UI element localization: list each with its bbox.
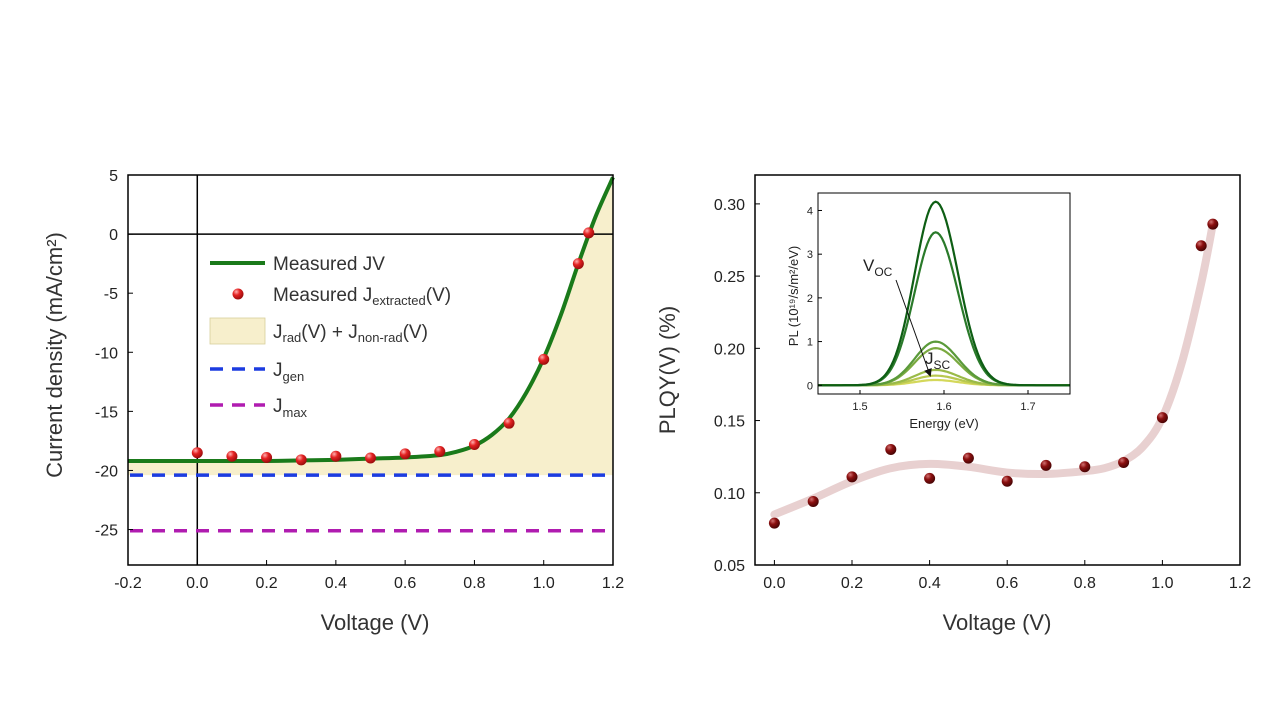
jv-y-ticks: 5 0 -5 -10 -15 -20 -25 <box>95 168 133 540</box>
jv-x-tick-label: 0.4 <box>325 575 347 592</box>
measured-jv-line <box>128 176 615 464</box>
legend-label-jextracted: Measured Jextracted(V) <box>273 285 451 308</box>
inset-x-tick-label: 1.7 <box>1020 401 1035 413</box>
inset-x-tick-label: 1.5 <box>852 401 867 413</box>
plqy-point <box>885 443 897 455</box>
pl-spectra-inset: 1.5 1.6 1.7 0 1 2 3 4 Energy (eV) PL (10¹⁹/s/m… <box>786 192 1071 431</box>
inset-x-tick-label: 1.6 <box>936 401 951 413</box>
plqy-x-axis-label: Voltage (V) <box>943 610 1052 635</box>
plqy-y-tick-label: 0.20 <box>714 341 745 358</box>
jextracted-point <box>572 258 584 270</box>
plqy-y-tick-label: 0.25 <box>714 269 745 286</box>
jv-x-tick-label: 0.8 <box>463 575 485 592</box>
jv-y-tick-label: -20 <box>95 463 118 480</box>
plqy-point <box>924 472 936 484</box>
jextracted-point <box>365 452 376 464</box>
jextracted-point <box>503 417 515 429</box>
plqy-y-tick-label: 0.05 <box>714 558 745 575</box>
jv-y-tick-label: -10 <box>95 345 118 362</box>
jextracted-point <box>538 353 550 365</box>
legend-label-jmax: Jmax <box>273 396 308 420</box>
legend-label-measured-jv: Measured JV <box>273 254 385 275</box>
inset-y-axis-label: PL (10¹⁹/s/m²/eV) <box>786 246 801 346</box>
jextracted-point <box>330 450 342 462</box>
jv-y-tick-label: -5 <box>104 286 118 303</box>
plqy-point <box>962 452 974 464</box>
plqy-y-ticks: 0.05 0.10 0.15 0.20 0.25 0.30 <box>714 197 760 575</box>
inset-y-tick-label: 3 <box>807 249 813 261</box>
jv-y-tick-label: -25 <box>95 523 118 540</box>
plqy-point <box>1118 456 1130 468</box>
jv-x-ticks: -0.2 0.0 0.2 0.4 0.6 0.8 1.0 1.2 <box>114 560 624 592</box>
plqy-x-tick-label: 1.2 <box>1229 575 1251 592</box>
jv-x-axis-label: Voltage (V) <box>321 610 430 635</box>
plqy-point <box>1195 240 1207 252</box>
jv-x-tick-label: -0.2 <box>114 575 142 592</box>
plqy-point <box>1156 412 1168 424</box>
inset-y-tick-label: 1 <box>807 337 813 349</box>
inset-x-axis-label: Energy (eV) <box>909 416 978 431</box>
plqy-x-tick-label: 0.0 <box>763 575 785 592</box>
plqy-y-axis-label: PLQY(V) (%) <box>655 306 680 434</box>
jextracted-point <box>468 438 480 450</box>
plqy-y-tick-label: 0.10 <box>714 486 745 503</box>
jextracted-point <box>261 451 273 463</box>
plqy-point <box>1207 218 1219 230</box>
inset-y-ticks: 0 1 2 3 4 <box>807 205 822 392</box>
jrad-nonrad-area <box>128 177 613 476</box>
plqy-x-ticks: 0.0 0.2 0.4 0.6 0.8 1.0 1.2 <box>763 560 1251 592</box>
plqy-points <box>768 218 1219 529</box>
inset-x-ticks: 1.5 1.6 1.7 <box>852 390 1036 413</box>
plqy-point <box>768 517 780 529</box>
jv-x-tick-label: 1.2 <box>602 575 624 592</box>
plqy-x-tick-label: 0.4 <box>918 575 940 592</box>
plqy-point <box>1079 461 1091 473</box>
plqy-point <box>807 495 819 507</box>
jextracted-point <box>191 447 203 459</box>
pl-spectrum-curve <box>818 200 1070 387</box>
inset-y-tick-label: 4 <box>807 205 813 217</box>
jv-x-tick-label: 0.0 <box>186 575 208 592</box>
jextracted-points <box>191 227 595 466</box>
inset-y-tick-label: 0 <box>807 380 813 392</box>
plqy-x-tick-label: 1.0 <box>1151 575 1173 592</box>
jv-y-tick-label: 0 <box>109 227 118 244</box>
jv-legend: Measured JV Measured Jextracted(V) Jrad(… <box>209 254 451 420</box>
legend-label-jrad-nonrad: Jrad(V) + Jnon-rad(V) <box>273 322 428 345</box>
voc-annotation: VOC <box>863 256 893 279</box>
jsc-annotation: JSC <box>925 349 951 372</box>
jv-plot-frame <box>127 174 614 566</box>
plqy-x-tick-label: 0.8 <box>1074 575 1096 592</box>
jextracted-point <box>295 454 307 466</box>
jv-y-axis-label: Current density (mA/cm²) <box>42 232 67 478</box>
plqy-fit-line <box>770 220 1217 519</box>
plqy-point <box>1040 459 1052 471</box>
jextracted-point <box>399 448 411 460</box>
jextracted-point <box>583 227 595 239</box>
jv-chart: -0.2 0.0 0.2 0.4 0.6 0.8 1.0 1.2 5 0 -5 -10 -15 -20 -… <box>42 168 624 635</box>
inset-y-tick-label: 2 <box>807 293 813 305</box>
plqy-point <box>1001 475 1013 487</box>
plqy-point <box>846 471 858 483</box>
jextracted-point <box>434 446 446 458</box>
jv-x-tick-label: 0.2 <box>255 575 277 592</box>
inset-pl-curves <box>818 200 1070 387</box>
jv-x-tick-label: 0.6 <box>394 575 416 592</box>
legend-swatch-jrad-nonrad <box>209 317 266 345</box>
jv-y-tick-label: 5 <box>109 168 118 185</box>
legend-swatch-jextracted <box>232 288 244 300</box>
plqy-y-tick-label: 0.30 <box>714 197 745 214</box>
jextracted-point <box>226 450 238 462</box>
plqy-y-tick-label: 0.15 <box>714 414 745 431</box>
voc-to-jsc-arrow <box>895 279 932 377</box>
inset-background <box>818 193 1070 394</box>
legend-label-jgen: Jgen <box>273 360 304 384</box>
plqy-plot-frame <box>754 174 1241 566</box>
jv-x-tick-label: 1.0 <box>533 575 555 592</box>
plqy-x-tick-label: 0.6 <box>996 575 1018 592</box>
plqy-chart: 0.0 0.2 0.4 0.6 0.8 1.0 1.2 0.050.100.150.200.… <box>655 174 1251 635</box>
plqy-x-tick-label: 0.2 <box>841 575 863 592</box>
jv-y-tick-label: -15 <box>95 404 118 421</box>
